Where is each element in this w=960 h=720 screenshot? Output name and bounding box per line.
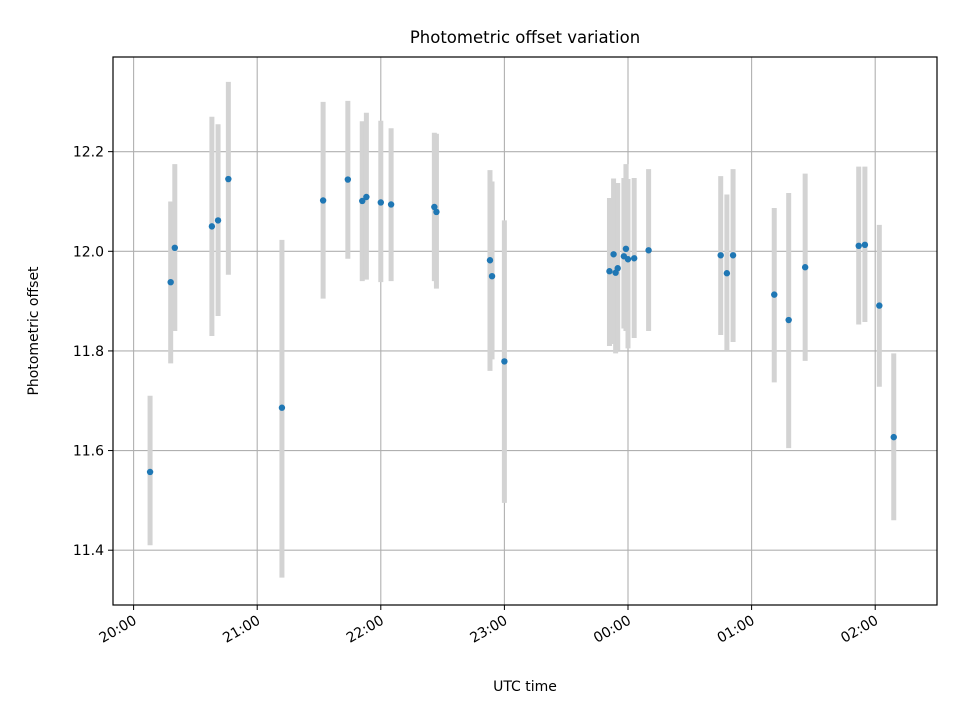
y-tick-label: 11.6 [73,444,104,460]
y-tick-label: 12.0 [73,244,104,260]
error-bars [147,81,897,578]
x-tick-label: 00:00 [591,613,634,647]
data-point [624,256,632,263]
data-point [890,433,897,441]
x-tick-label: 02:00 [838,613,881,647]
data-point [377,199,384,206]
y-axis-ticks: 11.4 11.6 11.8 12.0 12.2 [73,145,113,559]
y-tick-label: 12.2 [73,145,104,161]
data-point [645,247,652,254]
data-point [501,358,508,365]
data-point [855,242,862,250]
data-point [208,223,216,230]
data-point [431,203,438,211]
data-point [876,302,883,309]
data-point [610,251,617,258]
data-point [344,176,352,183]
data-point [278,404,286,411]
data-point [167,278,174,286]
data-point [622,245,630,252]
y-axis-label: Photometric offset [26,266,42,396]
data-point [486,257,494,264]
data-point [433,208,440,216]
x-tick-label: 01:00 [715,613,758,647]
data-points [146,175,897,476]
y-tick-label: 11.8 [73,344,104,360]
data-point [723,270,731,277]
data-point [171,244,178,252]
data-point [771,291,778,298]
data-point [630,255,638,262]
y-tick-label: 11.4 [73,543,104,559]
data-point [606,268,613,275]
data-point [801,264,809,271]
data-point [225,175,232,183]
data-point [785,316,792,324]
x-tick-label: 21:00 [220,613,263,647]
x-tick-label: 22:00 [344,613,387,647]
data-point [729,252,737,259]
chart-title: Photometric offset variation [410,28,640,47]
grid [113,57,937,605]
x-axis-label: UTC time [493,679,557,695]
data-point [488,273,496,280]
data-point [861,241,869,249]
x-tick-label: 20:00 [97,613,140,647]
plot-frame [112,56,938,606]
data-point [319,197,327,204]
data-point [614,265,621,272]
data-point [359,197,366,205]
data-point [146,468,154,476]
data-point [363,193,370,201]
data-point [717,252,724,259]
x-axis-ticks: 20:00 21:00 22:00 23:00 00:00 01:00 02:00 [97,605,881,647]
data-point [214,217,222,224]
x-tick-label: 23:00 [467,613,510,647]
data-point [387,201,395,208]
